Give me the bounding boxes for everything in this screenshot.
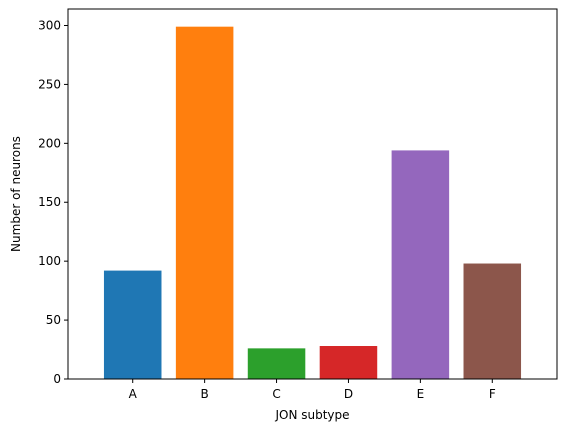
x-tick-label: D — [344, 387, 353, 401]
y-axis-label: Number of neurons — [9, 136, 23, 252]
bar-b — [175, 26, 234, 379]
x-tick-label: E — [417, 387, 425, 401]
plot-frame — [67, 8, 558, 380]
bar-a — [103, 270, 162, 379]
x-tick-label: C — [272, 387, 280, 401]
x-axis-ticks: A B C D E F — [129, 379, 496, 401]
x-tick-label: F — [489, 387, 496, 401]
y-tick-label: 0 — [53, 372, 61, 386]
y-tick-label: 200 — [38, 136, 61, 150]
x-tick-label: A — [129, 387, 138, 401]
y-tick-label: 250 — [38, 77, 61, 91]
y-axis-ticks: 0 50 100 150 200 250 300 — [38, 18, 68, 386]
x-tick-label: B — [201, 387, 209, 401]
bar-e — [391, 150, 450, 379]
y-tick-label: 300 — [38, 18, 61, 32]
y-tick-label: 100 — [38, 254, 61, 268]
x-axis-label: JON subtype — [274, 408, 349, 422]
bar-d — [319, 346, 378, 379]
y-tick-label: 50 — [46, 313, 61, 327]
bar-f — [463, 263, 522, 379]
y-tick-label: 150 — [38, 195, 61, 209]
bars-group — [103, 26, 522, 379]
bar-c — [247, 348, 306, 379]
